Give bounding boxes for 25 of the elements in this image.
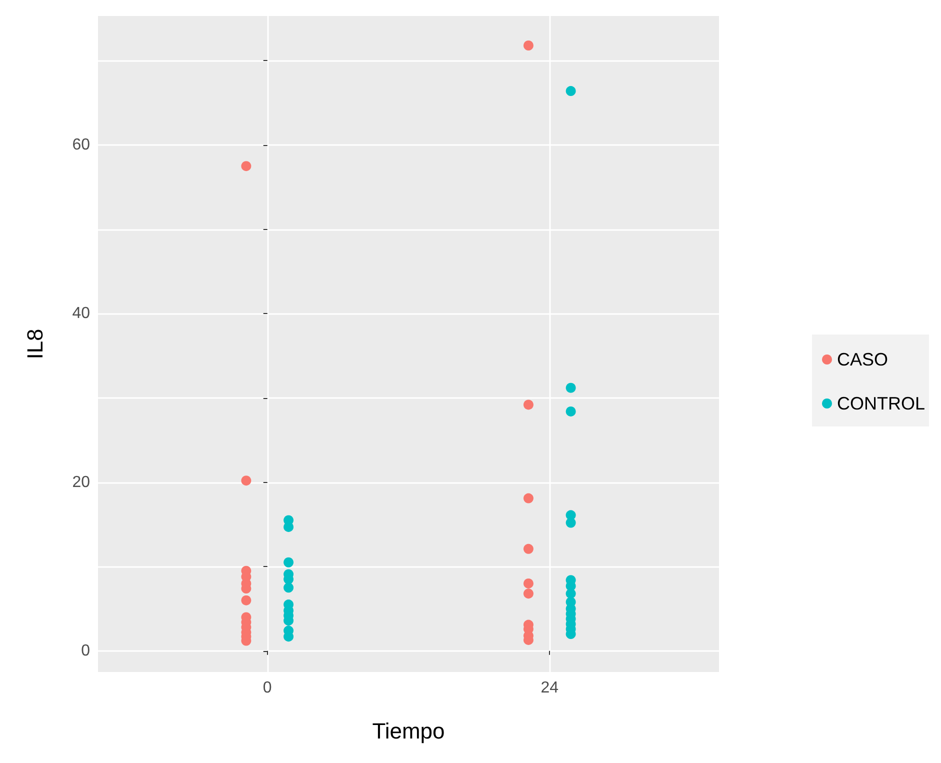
y-tick-label: 20 (72, 474, 90, 491)
point (523, 588, 534, 599)
point (523, 400, 534, 410)
point (523, 40, 534, 51)
point (566, 86, 576, 96)
point (566, 382, 576, 393)
point (523, 493, 534, 504)
y-tick-label: 0 (81, 642, 90, 660)
x-axis-title: Tiempo (372, 718, 445, 744)
point (241, 161, 252, 172)
point (284, 557, 294, 568)
point (566, 588, 576, 599)
point (241, 476, 252, 486)
point (241, 595, 252, 606)
point (566, 518, 576, 528)
point (523, 578, 534, 588)
point (523, 544, 534, 554)
legend-label: CONTROL (836, 394, 926, 414)
y-tick-label: 40 (72, 305, 90, 322)
point (284, 582, 294, 593)
legend-label: CASO (836, 350, 888, 370)
point (566, 406, 576, 416)
y-axis-title: IL8 (22, 328, 48, 360)
y-tick-label: 60 (72, 136, 90, 154)
x-tick-label: 24 (540, 680, 559, 696)
